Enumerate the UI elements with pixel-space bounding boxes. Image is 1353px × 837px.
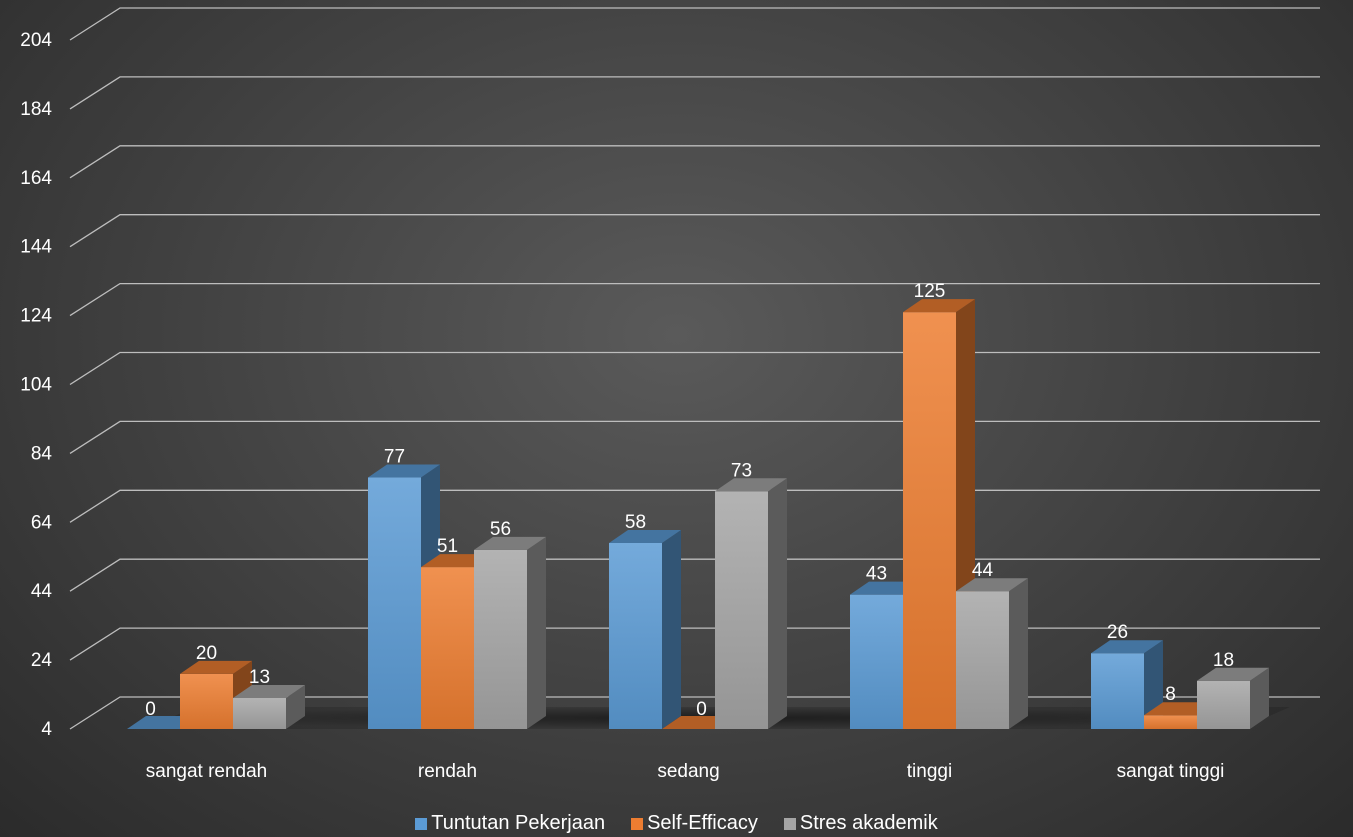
- data-label: 44: [972, 560, 994, 581]
- bar-top: [715, 478, 787, 492]
- legend-label: Stres akademik: [799, 812, 938, 834]
- legend-item: Self-Efficacy: [631, 812, 758, 835]
- y-axis-ticks: 4 24 44 64 84 104 124 144 164 184 204: [20, 30, 52, 740]
- legend-swatch: [415, 817, 428, 830]
- x-category-label: sedang: [657, 761, 719, 782]
- grid-line: [69, 282, 1320, 317]
- legend: Tuntutan Pekerjaan Self-Efficacy Stres aka…: [0, 812, 1353, 835]
- y-tick-label: 144: [20, 237, 52, 258]
- bar-front: [956, 591, 1009, 729]
- y-tick-label: 4: [41, 719, 52, 740]
- data-label: 125: [914, 281, 946, 302]
- y-tick-label: 124: [20, 306, 52, 327]
- bar-top: [956, 578, 1028, 592]
- bar-side: [1250, 667, 1269, 729]
- grid-line: [69, 351, 1320, 386]
- legend-item: Tuntutan Pekerjaan: [415, 812, 605, 835]
- bars: 0 20 13 77 51 56 58 0 73 43 125 44 26 8 18: [127, 281, 1269, 729]
- y-tick-label: 164: [20, 168, 52, 189]
- data-label: 58: [625, 512, 646, 533]
- bar: [903, 299, 975, 729]
- data-label: 20: [196, 643, 217, 664]
- bar: [956, 578, 1028, 729]
- y-tick-label: 184: [20, 99, 52, 120]
- grid-line: [69, 214, 1320, 248]
- data-label: 18: [1213, 650, 1234, 671]
- bar-front: [715, 491, 768, 729]
- bar-side: [768, 478, 787, 729]
- grid-line: [69, 420, 1320, 454]
- data-label: 0: [145, 699, 156, 720]
- y-tick-label: 84: [31, 443, 53, 464]
- data-label: 26: [1107, 622, 1128, 643]
- bar-top: [180, 660, 252, 674]
- bar-front: [474, 549, 527, 729]
- bar-front: [233, 697, 286, 729]
- legend-swatch: [783, 817, 796, 830]
- bar-chart: 4 24 44 64 84 104 124 144 164 184 204 0 20 13 77 51 56 5…: [20, 7, 1320, 782]
- data-label: 77: [384, 447, 405, 468]
- bar-top: [1091, 640, 1163, 654]
- bar-side: [527, 536, 546, 729]
- bar: [1197, 667, 1269, 729]
- x-category-label: rendah: [418, 761, 477, 782]
- data-label: 43: [866, 564, 887, 585]
- legend-swatch: [631, 817, 644, 830]
- legend-item: Stres akademik: [783, 812, 938, 835]
- bar-front: [421, 567, 474, 729]
- y-tick-label: 24: [31, 650, 53, 671]
- bar-top: [233, 684, 305, 698]
- bar-front: [609, 542, 662, 729]
- data-label: 51: [437, 536, 458, 557]
- bar-front: [850, 594, 903, 729]
- bar-top: [609, 529, 681, 543]
- bar: [474, 536, 546, 729]
- bar-top: [1197, 667, 1269, 681]
- grid-line: [69, 489, 1320, 523]
- data-label: 56: [490, 519, 511, 540]
- bar-front: [1091, 653, 1144, 729]
- y-tick-label: 64: [31, 512, 53, 533]
- bar-front: [903, 312, 956, 729]
- grid-line: [69, 7, 1320, 41]
- data-label: 0: [696, 699, 707, 720]
- x-category-label: tinggi: [907, 761, 952, 782]
- y-tick-label: 104: [20, 375, 52, 396]
- y-tick-label: 44: [31, 581, 53, 602]
- bar-side: [662, 529, 681, 729]
- bar: [233, 684, 305, 729]
- data-label: 73: [731, 460, 752, 481]
- legend-label: Tuntutan Pekerjaan: [431, 812, 606, 834]
- bar-front: [368, 477, 421, 729]
- x-axis-categories: sangat rendah rendah sedang tinggi sangat ti…: [146, 761, 1225, 782]
- y-tick-label: 204: [20, 30, 52, 51]
- grid-lines: [69, 7, 1320, 730]
- bar-side: [1009, 578, 1028, 729]
- data-label: 13: [249, 667, 270, 688]
- bar: [609, 529, 681, 729]
- bar: [1091, 640, 1163, 729]
- grid-line: [69, 145, 1320, 179]
- bar-top: [368, 464, 440, 478]
- bar-front: [1144, 715, 1197, 729]
- grid-line: [69, 558, 1320, 592]
- legend-label: Self-Efficacy: [647, 812, 758, 834]
- bar-front: [180, 673, 233, 729]
- data-label: 8: [1165, 684, 1176, 705]
- bar: [715, 478, 787, 729]
- x-category-label: sangat rendah: [146, 761, 268, 782]
- x-category-label: sangat tinggi: [1117, 761, 1225, 782]
- bar-top: [903, 299, 975, 313]
- bar-front: [1197, 680, 1250, 729]
- bar-top: [474, 536, 546, 550]
- grid-line: [69, 76, 1320, 110]
- bar-side: [286, 684, 305, 729]
